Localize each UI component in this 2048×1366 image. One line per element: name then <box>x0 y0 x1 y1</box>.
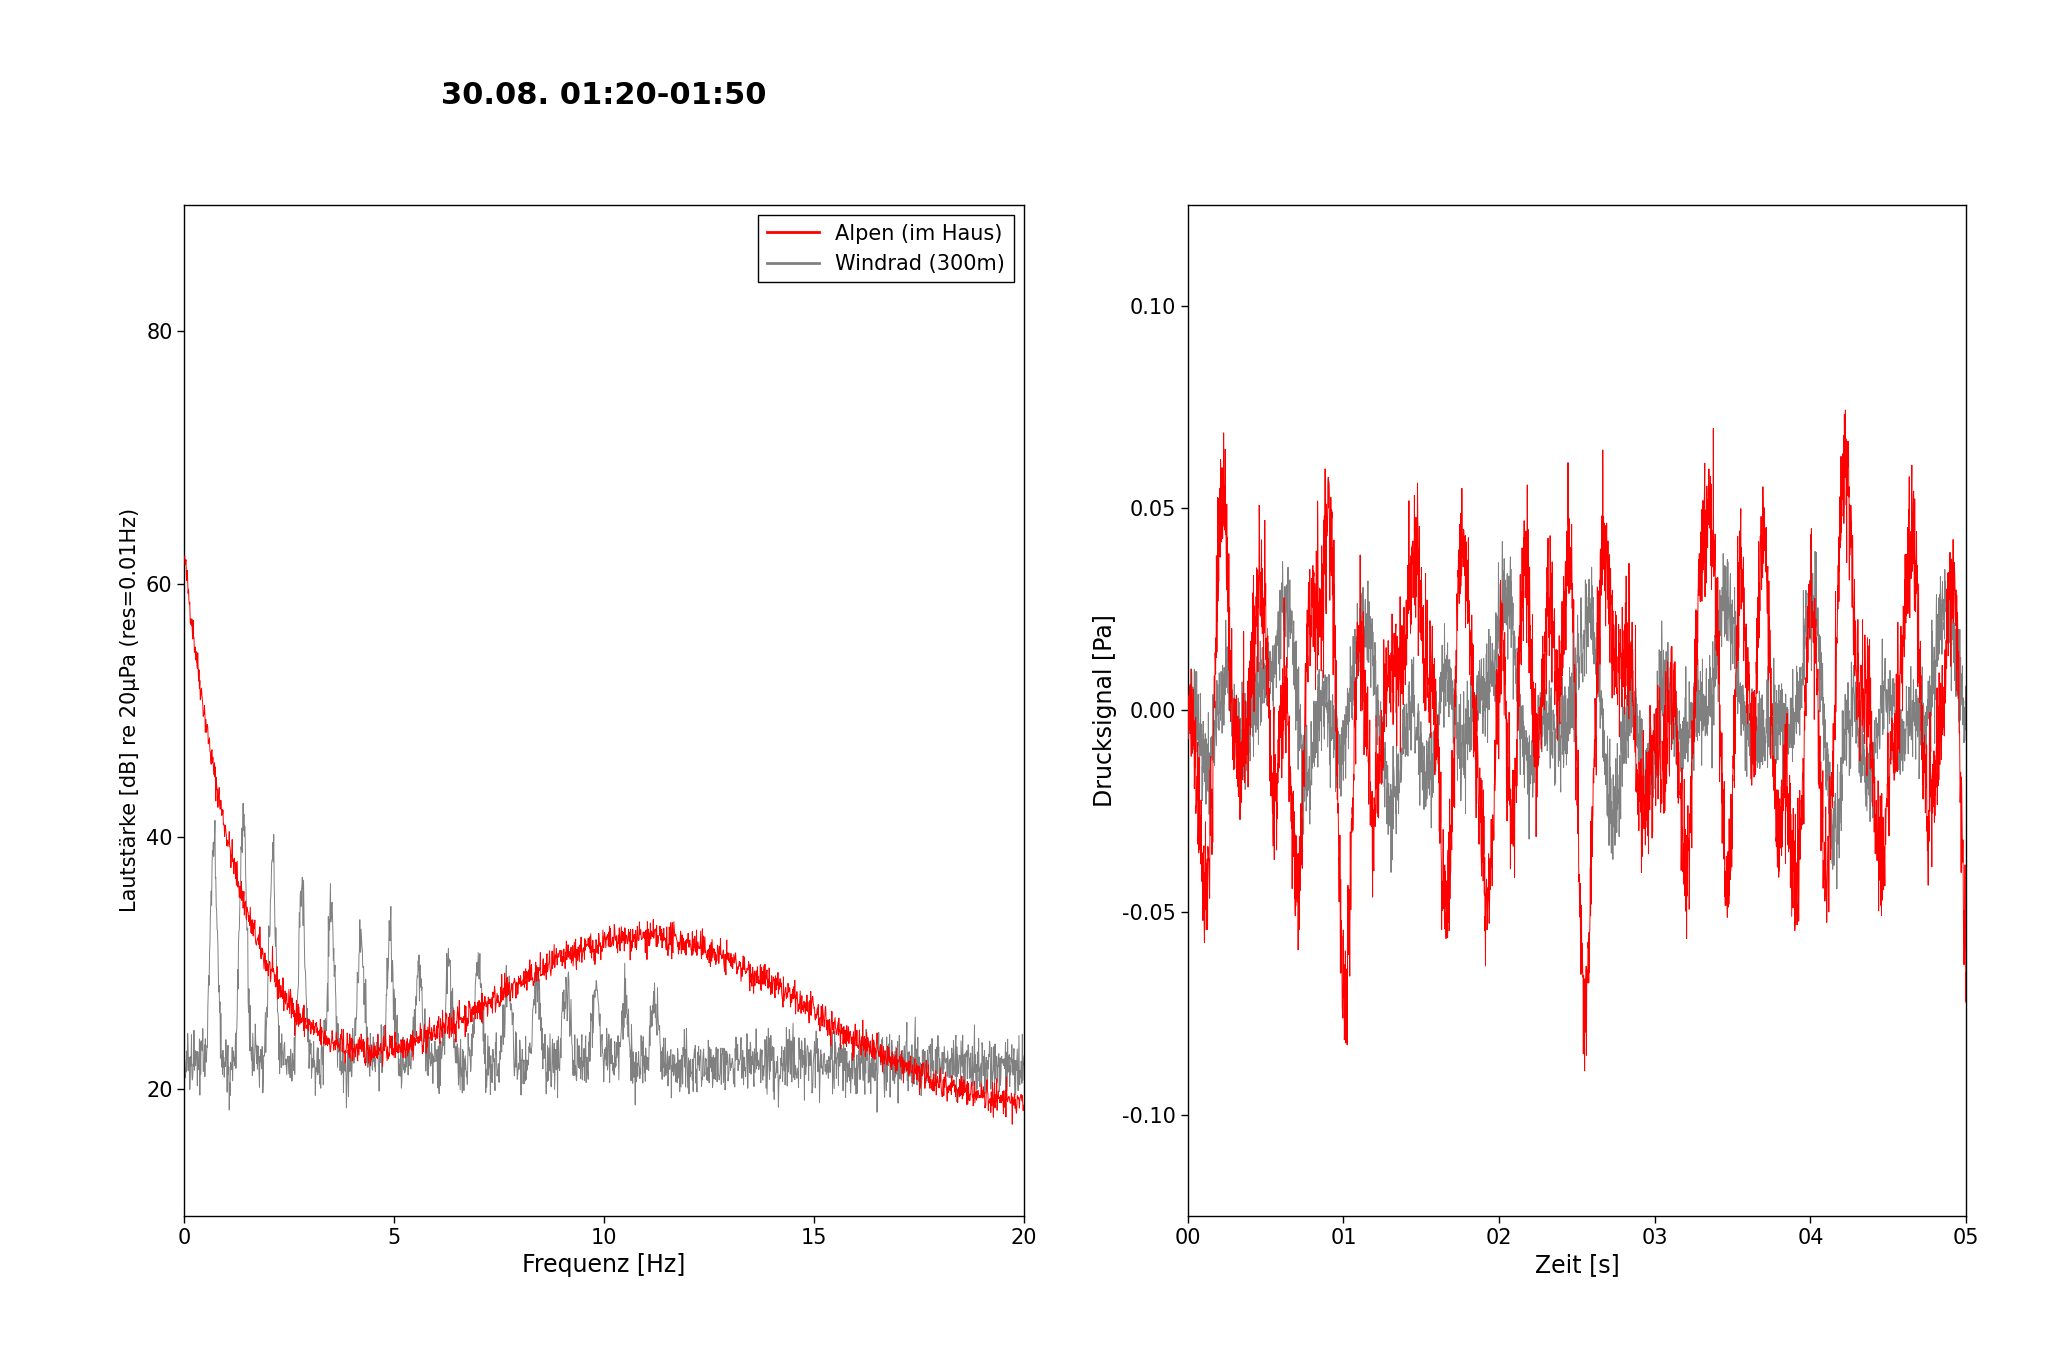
X-axis label: Zeit [s]: Zeit [s] <box>1534 1253 1620 1277</box>
X-axis label: Frequenz [Hz]: Frequenz [Hz] <box>522 1253 686 1277</box>
Y-axis label: Drucksignal [Pa]: Drucksignal [Pa] <box>1092 613 1116 807</box>
Y-axis label: Lautstärke [dB] re 20µPa (res=0.01Hz): Lautstärke [dB] re 20µPa (res=0.01Hz) <box>121 508 141 912</box>
Text: 30.08. 01:20-01:50: 30.08. 01:20-01:50 <box>442 81 766 111</box>
Legend: Alpen (im Haus), Windrad (300m): Alpen (im Haus), Windrad (300m) <box>758 216 1014 283</box>
